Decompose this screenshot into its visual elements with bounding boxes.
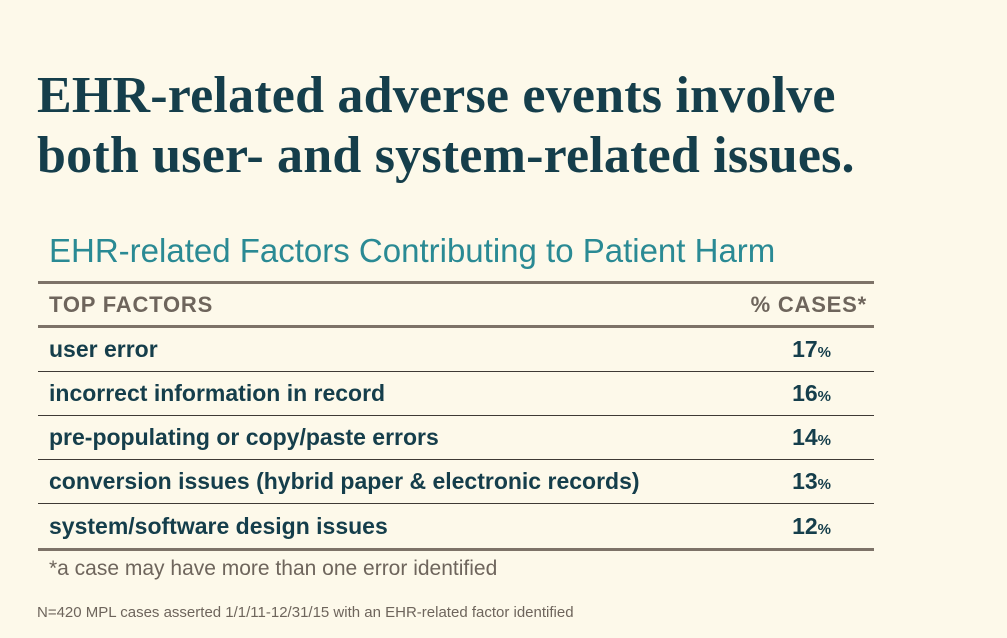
row-factor-label: pre-populating or copy/paste errors — [49, 424, 439, 450]
table-title: EHR-related Factors Contributing to Pati… — [49, 232, 776, 269]
factors-table: TOP FACTORS % CASES* user error 17% incorr… — [38, 281, 874, 551]
row-factor-label: user error — [49, 336, 158, 362]
header-top-factors: TOP FACTORS — [49, 291, 214, 317]
headline-line-2: both user- and system-related issues. — [37, 127, 855, 184]
row-factor-label: incorrect information in record — [49, 380, 386, 406]
row-percent-value: 17% — [792, 336, 831, 363]
footnote: *a case may have more than one error ide… — [49, 557, 498, 580]
header-percent-cases: % CASES* — [750, 291, 867, 317]
row-percent-unit: % — [817, 432, 831, 449]
row-percent-value: 16% — [792, 380, 831, 407]
row-percent-number: 14 — [792, 424, 818, 450]
table-header-row: TOP FACTORS % CASES* — [38, 284, 874, 325]
row-percent-value: 14% — [792, 424, 831, 451]
table-row: system/software design issues 12% — [38, 504, 874, 548]
row-factor-label: conversion issues (hybrid paper & electr… — [49, 468, 640, 494]
table-top-rule — [38, 281, 874, 284]
row-percent-unit: % — [817, 476, 831, 493]
row-percent-number: 13 — [792, 468, 818, 494]
table-row: pre-populating or copy/paste errors 14% — [38, 416, 874, 460]
table-row: conversion issues (hybrid paper & electr… — [38, 460, 874, 504]
table-bottom-rule — [38, 548, 874, 551]
table-rows: user error 17% incorrect information in re… — [38, 328, 874, 548]
source-note: N=420 MPL cases asserted 1/1/11-12/31/15… — [37, 604, 574, 621]
row-factor-label: system/software design issues — [49, 512, 388, 539]
table-header-rule — [38, 325, 874, 328]
row-percent-number: 12 — [792, 512, 818, 539]
row-percent-value: 13% — [792, 468, 831, 495]
row-percent-unit: % — [817, 388, 831, 405]
row-percent-number: 17 — [792, 336, 818, 362]
row-percent-unit: % — [817, 520, 831, 538]
row-percent-unit: % — [817, 344, 831, 361]
headline-line-1: EHR-related adverse events involve — [37, 67, 836, 124]
table-row: user error 17% — [38, 328, 874, 372]
table-row: incorrect information in record 16% — [38, 372, 874, 416]
row-percent-value: 12% — [792, 513, 831, 540]
row-percent-number: 16 — [792, 380, 818, 406]
headline: EHR-related adverse events involve both … — [37, 66, 855, 186]
